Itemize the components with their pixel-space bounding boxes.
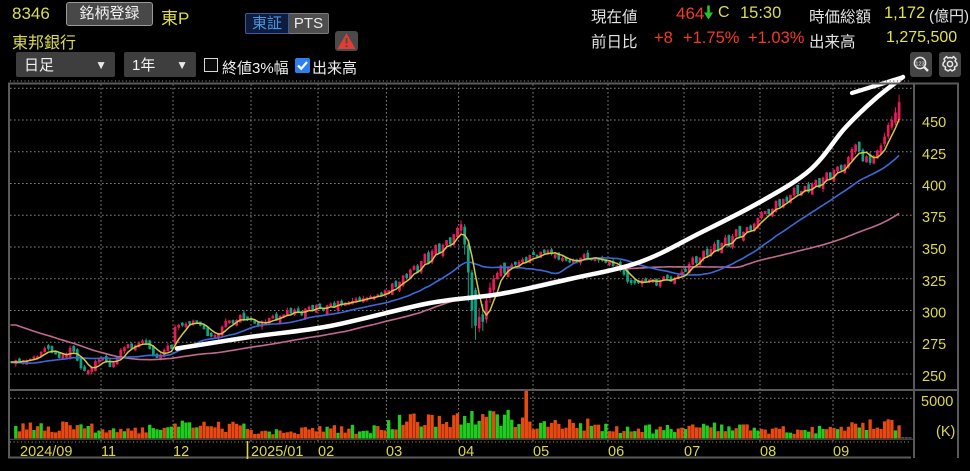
svg-text:12: 12 xyxy=(173,444,189,460)
svg-text:02: 02 xyxy=(318,444,334,460)
svg-text:450: 450 xyxy=(922,115,946,131)
svg-text:09: 09 xyxy=(833,444,849,460)
svg-text:03: 03 xyxy=(386,444,402,460)
svg-text:05: 05 xyxy=(533,444,549,460)
svg-text:275: 275 xyxy=(922,337,946,353)
svg-text:350: 350 xyxy=(922,242,946,258)
svg-text:123: 123 xyxy=(915,61,924,67)
svg-text:08: 08 xyxy=(760,444,776,460)
svg-text:2024/09: 2024/09 xyxy=(20,444,72,460)
svg-text:325: 325 xyxy=(922,274,946,290)
svg-text:2025/01: 2025/01 xyxy=(251,444,303,460)
svg-text:425: 425 xyxy=(922,147,946,163)
svg-text:07: 07 xyxy=(684,444,700,460)
svg-text:400: 400 xyxy=(922,179,946,195)
svg-text:300: 300 xyxy=(922,306,946,322)
svg-text:(K): (K) xyxy=(936,424,955,440)
svg-text:250: 250 xyxy=(922,369,946,385)
svg-text:06: 06 xyxy=(608,444,624,460)
svg-text:375: 375 xyxy=(922,210,946,226)
svg-text:04: 04 xyxy=(458,444,474,460)
svg-text:5000: 5000 xyxy=(921,394,953,410)
svg-text:11: 11 xyxy=(101,444,116,460)
